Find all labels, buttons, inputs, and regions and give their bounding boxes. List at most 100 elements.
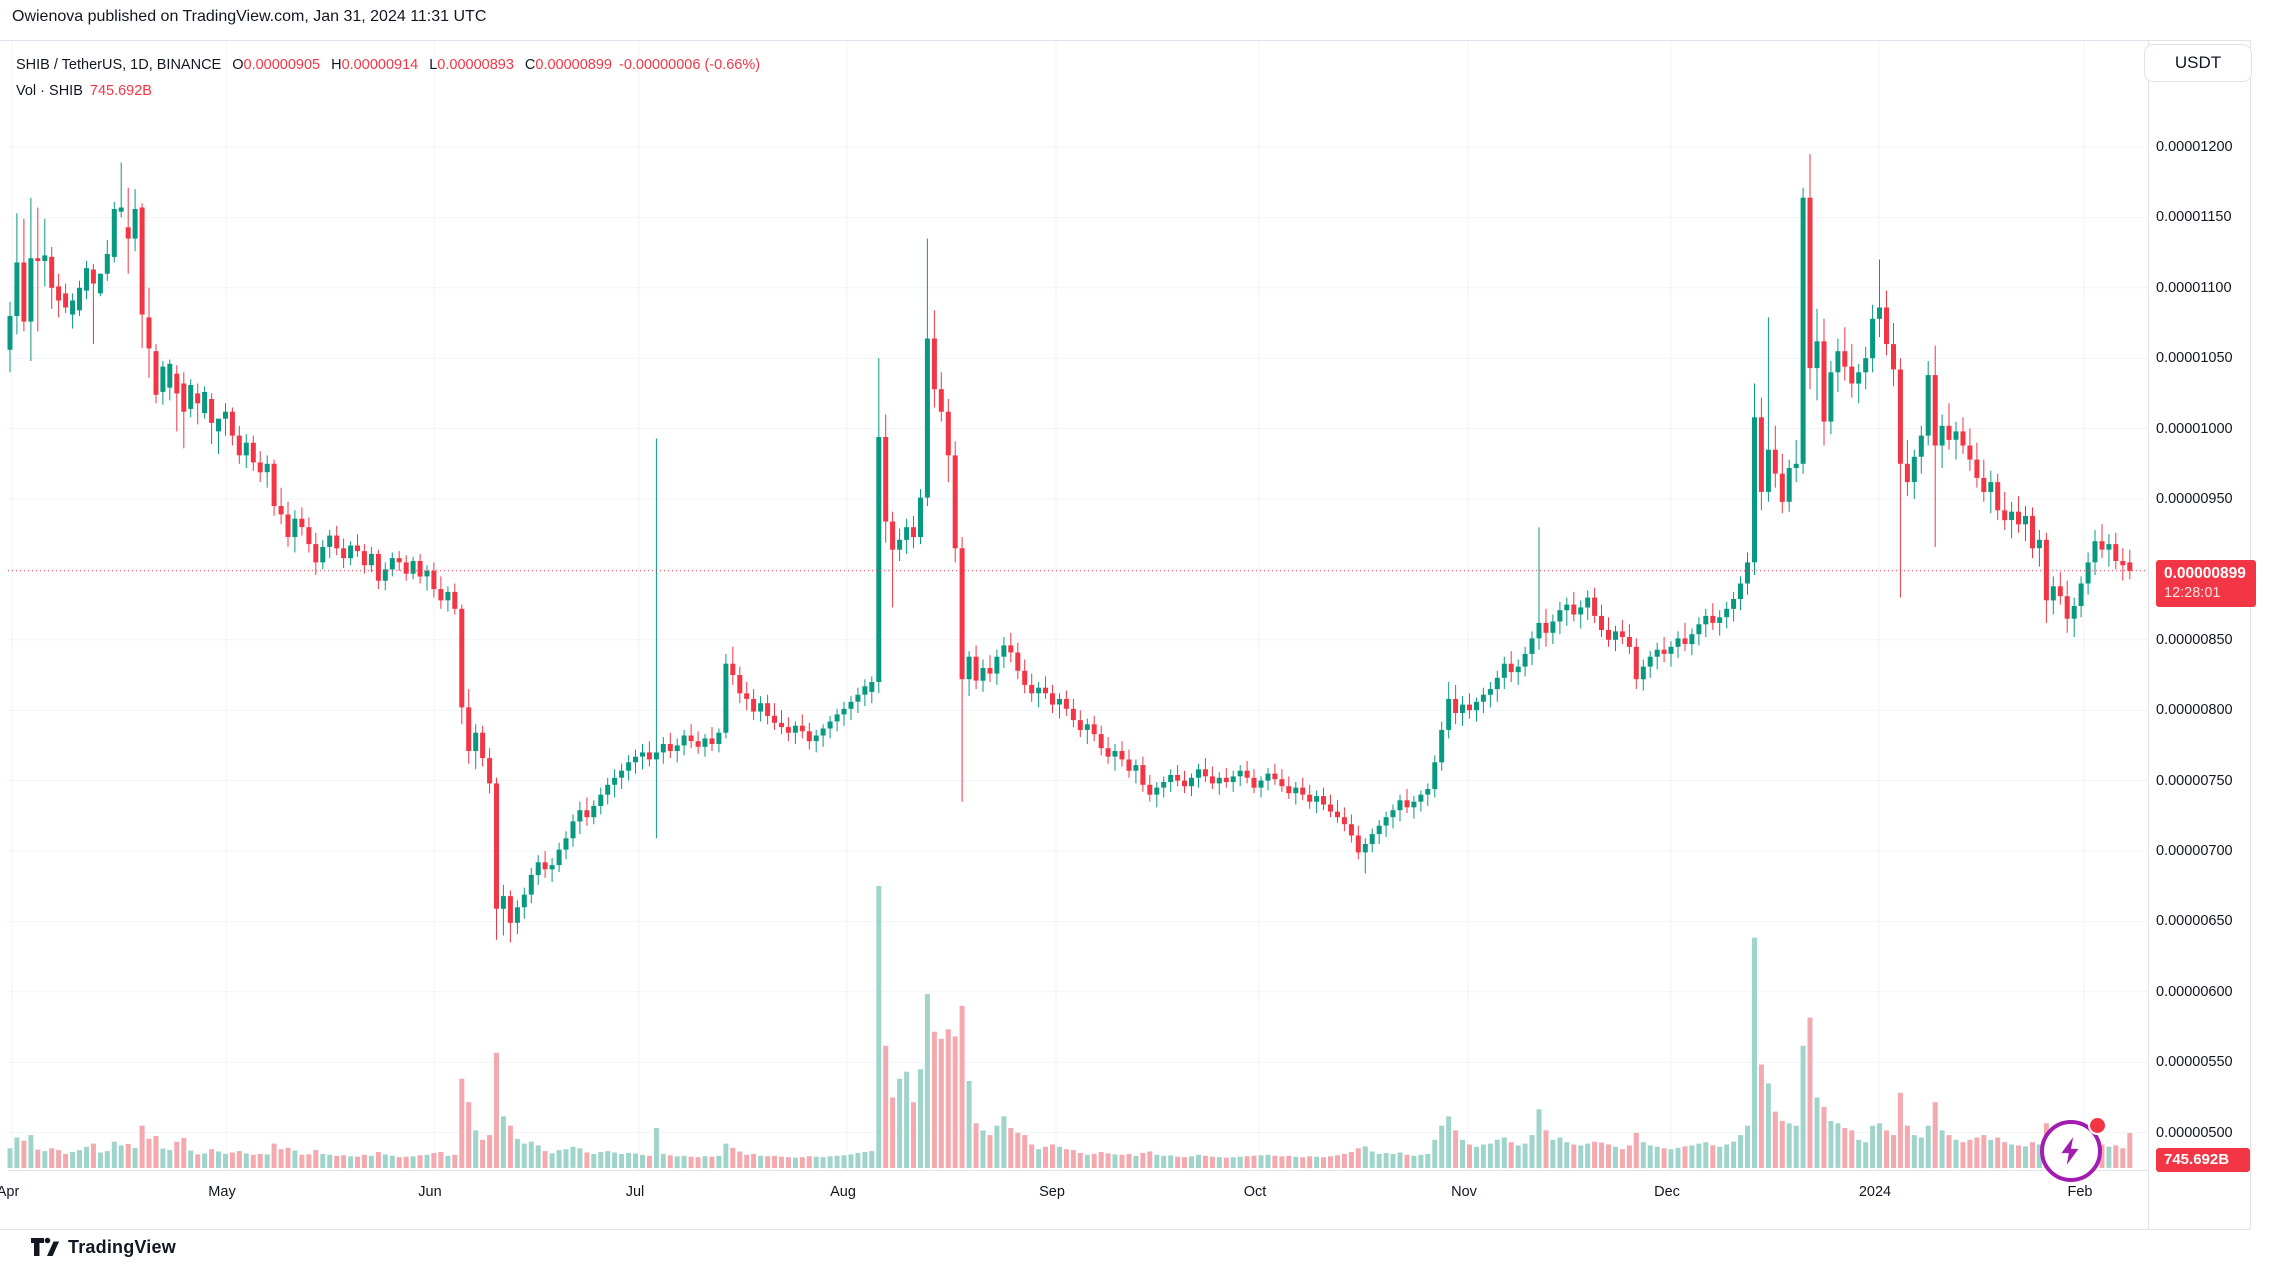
volume-bar [2120, 1148, 2126, 1168]
volume-bar [528, 1141, 534, 1168]
candle-body [1411, 801, 1417, 808]
price-axis-label: 0.00000950 [2156, 491, 2233, 507]
volume-bar [1341, 1153, 1347, 1168]
candle-body [1870, 318, 1876, 359]
candle-body [653, 752, 659, 760]
candle-body [2057, 586, 2063, 597]
candle-body [1703, 615, 1709, 625]
volume-bar [1765, 1083, 1771, 1168]
candle-body [1022, 670, 1028, 685]
candle-body [1633, 646, 1639, 680]
volume-bar [195, 1154, 201, 1168]
candle-body [84, 268, 89, 291]
candle-body [848, 701, 854, 709]
volume-bar [1675, 1147, 1681, 1168]
candle-body [1043, 687, 1048, 694]
volume-bar [1884, 1130, 1889, 1168]
volume-bar [202, 1153, 208, 1168]
candle-body [737, 675, 743, 694]
candle-body [1307, 794, 1313, 802]
volume-bar [1286, 1155, 1292, 1168]
volume-bar [1487, 1143, 1493, 1168]
flash-ideas-button[interactable] [2040, 1120, 2102, 1182]
volume-label[interactable]: Vol · SHIB [16, 82, 83, 99]
volume-bar [1230, 1157, 1236, 1168]
candle-body [1891, 344, 1896, 370]
candle-body [1439, 729, 1445, 763]
candle-body [1974, 459, 1980, 478]
candle-body [1835, 351, 1841, 373]
volume-bar [806, 1156, 812, 1169]
candle-body [1967, 445, 1973, 460]
volume-bar [1272, 1155, 1278, 1168]
volume-bar [1043, 1146, 1048, 1168]
candle-body [709, 738, 715, 744]
candle-body [1807, 197, 1813, 369]
low-value: 0.00000893 [437, 56, 514, 73]
candle-body [202, 392, 208, 414]
volume-bar [1689, 1145, 1695, 1168]
footer-brand[interactable]: TradingView [30, 1234, 176, 1260]
volume-bar [487, 1135, 493, 1168]
candle-body [626, 762, 632, 771]
symbol-description[interactable]: SHIB / TetherUS, 1D, BINANCE [16, 56, 222, 73]
volume-bar [549, 1153, 555, 1168]
candle-body [1105, 748, 1111, 757]
candle-body [1182, 780, 1187, 787]
volume-bar [945, 1029, 951, 1168]
volume-bar [542, 1151, 548, 1168]
candle-body [1077, 720, 1083, 730]
currency-toggle-button[interactable]: USDT [2144, 44, 2252, 82]
candle-body [779, 722, 784, 728]
volume-bar [174, 1141, 180, 1168]
candle-body [577, 810, 583, 822]
last-price-badge: 0.00000899 12:28:01 [2156, 560, 2256, 607]
volume-bar [375, 1152, 381, 1168]
candle-body [1057, 698, 1062, 705]
candle-body [1154, 787, 1160, 795]
volume-bar [1432, 1139, 1438, 1168]
candle-body [90, 269, 96, 284]
volume-bar [952, 1036, 958, 1168]
volume-bar [1988, 1139, 1994, 1168]
volume-bar [1418, 1154, 1424, 1168]
price-axis[interactable]: 0.00001200 0.00001150 0.00001100 0.00001050… [2154, 0, 2264, 1266]
candle-body [7, 316, 13, 350]
volume-bar [2106, 1146, 2112, 1168]
candle-body [1119, 751, 1125, 760]
price-axis-label: 0.00000650 [2156, 913, 2233, 929]
candle-body [1321, 796, 1326, 805]
volume-bar [1786, 1123, 1792, 1168]
volume-bar [466, 1102, 472, 1168]
volume-bar [2016, 1145, 2021, 1168]
volume-bar [1800, 1045, 1806, 1168]
volume-bar [730, 1147, 736, 1168]
candle-body [42, 255, 48, 261]
volume-bar [480, 1139, 486, 1168]
candle-body [660, 744, 666, 753]
volume-bar [1779, 1121, 1785, 1168]
candle-body [1884, 307, 1889, 345]
volume-bar [1175, 1156, 1181, 1168]
candle-body [480, 732, 486, 758]
candle-body [1460, 704, 1465, 713]
open-value: 0.00000905 [243, 56, 321, 73]
candle-body [723, 663, 729, 733]
candle-body [633, 756, 638, 763]
volume-bar [1404, 1154, 1410, 1168]
volume-bar [834, 1155, 840, 1168]
volume-bar [646, 1155, 652, 1168]
volume-bar [1932, 1102, 1938, 1168]
candle-body [1453, 698, 1459, 713]
candle-body [1897, 369, 1903, 464]
notification-dot [2088, 1116, 2107, 1135]
volume-bar [500, 1116, 506, 1168]
candle-body [1932, 375, 1938, 446]
candle-body [1084, 724, 1090, 730]
candle-body [952, 455, 958, 549]
time-axis[interactable]: Apr May Jun Jul Aug Sep Oct Nov Dec 2024 Feb [0, 1180, 2273, 1204]
candle-body [1168, 775, 1174, 782]
volume-bar [653, 1128, 659, 1168]
candle-body [1849, 366, 1855, 384]
